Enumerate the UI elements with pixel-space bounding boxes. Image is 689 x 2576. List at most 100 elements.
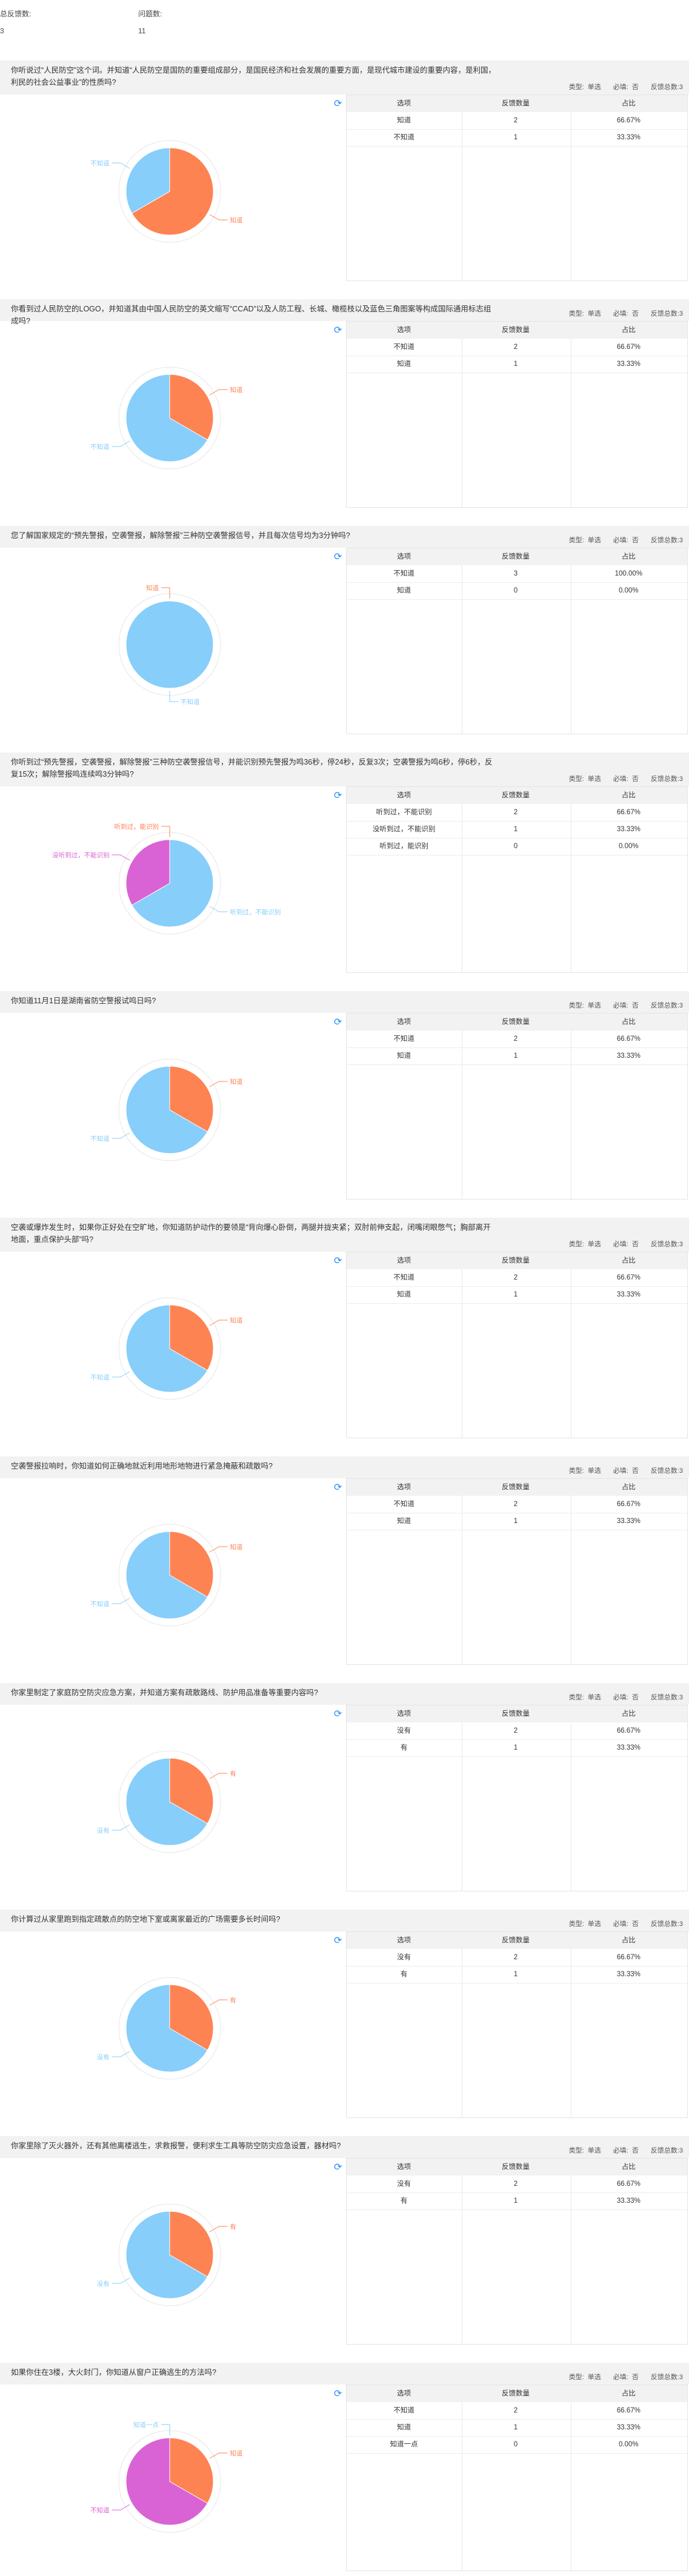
refresh-icon[interactable]: ⟳ [334,1256,342,1266]
cell-count: 0 [513,2441,518,2448]
stats-table: 选项 反馈数量 占比 不知道 3 100.00% 知道 0 0.00% [346,548,688,734]
refresh-icon[interactable]: ⟳ [334,1017,342,1027]
pie-slice [169,1984,214,2051]
refresh-icon[interactable]: ⟳ [334,1709,342,1719]
cell-count: 1 [513,1744,518,1751]
required-label: 必填: [613,1002,628,1009]
required-value: 否 [631,537,639,544]
required-label: 必填: [613,1694,628,1701]
question-title: 空袭或爆炸发生时，如果你正好处在空旷地，你知道防护动作的要领是“背向爆心卧倒，两… [11,1223,491,1244]
pie-slice [169,1304,214,1371]
table-header: 选项 反馈数量 占比 [347,2159,687,2176]
cell-ratio: 33.33% [616,1518,641,1525]
header-option: 选项 [397,327,411,334]
cell-option: 没听到过，不能识别 [372,826,436,833]
refresh-icon[interactable]: ⟳ [334,325,342,336]
table-header: 选项 反馈数量 占比 [347,95,687,112]
table-row: 不知道 2 66.67% [347,339,687,356]
cell-count: 2 [513,1274,518,1281]
refresh-icon[interactable]: ⟳ [334,1936,342,1946]
question-header: 空袭警报拉响时，你知道如何正确地就近利用地形地物进行紧急掩蔽和疏散吗? 类型: 单选… [0,1456,689,1478]
header-option: 选项 [397,2163,411,2171]
required-value: 否 [631,1920,639,1928]
cell-ratio: 33.33% [616,1744,641,1751]
type-value: 单选 [587,84,601,91]
question-body: 有没有 ⟳ 选项 反馈数量 占比 没有 2 66.67% 有 1 33.33% [0,1705,689,1896]
feedback-total-label: 反馈总数: [650,84,679,91]
feedback-total-value: 3 [679,1920,683,1928]
question-section: 如果你住在3楼，大火封门，你知道从窗户正确逃生的方法吗? 类型: 单选 必填: 否 反馈总… [0,2363,689,2576]
header-count: 反馈数量 [502,792,530,799]
question-title: 你家里除了灭火器外，还有其他离楼逃生，求救报警，便利求生工具等防空防灾应急设置，… [11,2142,341,2150]
question-header: 你听到过“预先警报，空袭警报，解除警报”三种防空袭警报信号，并能识别预先警报为鸣… [0,752,689,786]
refresh-icon[interactable]: ⟳ [334,2162,342,2173]
header-count: 反馈数量 [502,1710,530,1718]
refresh-icon[interactable]: ⟳ [334,1482,342,1493]
question-body: 知道 不知道 ⟳ 选项 反馈数量 占比 不知道 2 66.67% 知道 1 33.33% [0,1252,689,1443]
header-option: 选项 [397,1484,411,1491]
cell-option: 知道 [397,1518,411,1525]
type-value: 单选 [587,1694,601,1701]
question-title: 你家里制定了家庭防空防灾应急方案，并知道方案有疏散路线、防护用品准备等重要内容吗… [11,1688,318,1697]
required-label: 必填: [613,1241,628,1248]
pie-label-line [112,2051,130,2057]
pie-slice [169,2211,214,2277]
question-header: 你家里除了灭火器外，还有其他离楼逃生，求救报警，便利求生工具等防空防灾应急设置，… [0,2136,689,2158]
feedback-total: 反馈总数:3 [651,310,683,317]
question-section: 你家里除了灭火器外，还有其他离楼逃生，求救报警，便利求生工具等防空防灾应急设置，… [0,2136,689,2349]
cell-ratio: 66.67% [616,1035,641,1043]
cell-count: 1 [513,1518,518,1525]
table-row: 知道 1 33.33% [347,1047,687,1065]
feedback-total-value: 3 [679,1467,683,1475]
refresh-icon[interactable]: ⟳ [334,99,342,109]
required-label: 必填: [613,310,628,317]
cell-count: 1 [513,1291,518,1298]
cell-option: 知道 [397,117,411,124]
question-meta: 类型: 单选 必填: 否 反馈总数:3 [565,1691,683,1704]
question-header: 你计算过从家里跑到指定疏散点的防空地下室或离家最近的广场需要多长时间吗? 类型: 单… [0,1910,689,1931]
refresh-icon[interactable]: ⟳ [334,791,342,801]
type-label: 类型: [568,1694,584,1701]
cell-ratio: 0.00% [619,587,639,594]
question-meta: 类型: 单选 必填: 否 反馈总数:3 [565,81,683,93]
cell-option: 不知道 [393,1274,414,1281]
pie-slice [125,1304,208,1393]
required-label: 必填: [613,775,628,783]
cell-ratio: 66.67% [616,1727,641,1734]
cell-option: 不知道 [393,2407,414,2414]
cell-option: 有 [400,1971,408,1978]
cell-count: 1 [513,826,518,833]
type-label: 类型: [568,1920,584,1928]
required-value: 否 [631,2374,639,2381]
feedback-total-label: 反馈总数: [650,1241,679,1248]
pie-slice-label: 不知道 [90,1135,110,1143]
header-ratio: 占比 [621,2390,636,2397]
cell-count: 1 [513,2424,518,2431]
required-label: 必填: [613,1467,628,1475]
pie-label-line [161,587,170,599]
question-meta: 类型: 单选 必填: 否 反馈总数:3 [565,308,683,320]
question-count-label: 问题数: [138,10,162,18]
cell-ratio: 66.67% [616,1501,641,1508]
cell-ratio: 33.33% [616,1291,641,1298]
feedback-total: 反馈总数:3 [651,2374,683,2381]
header-ratio: 占比 [621,1710,636,1718]
cell-option: 知道一点 [390,2441,418,2448]
refresh-icon[interactable]: ⟳ [334,2389,342,2399]
feedback-total-value: 3 [679,84,683,91]
feedback-total-value: 3 [679,775,683,783]
refresh-icon[interactable]: ⟳ [334,552,342,562]
feedback-total-value: 3 [679,1694,683,1701]
header-ratio: 占比 [621,1484,636,1491]
total-feedback-value: 3 [0,27,4,35]
table-row: 知道 2 66.67% [347,112,687,130]
question-title: 您了解国家规定的“预先警报，空袭警报，解除警报”三种防空袭警报信号，并且每次信号… [11,531,350,540]
pie-slice [125,1531,208,1619]
cell-option: 不知道 [393,344,414,351]
pie-slice-label: 没有 [97,2280,110,2288]
question-meta: 类型: 单选 必填: 否 反馈总数:3 [565,1238,683,1250]
feedback-total-label: 反馈总数: [650,775,679,783]
header-count: 反馈数量 [502,2163,530,2171]
